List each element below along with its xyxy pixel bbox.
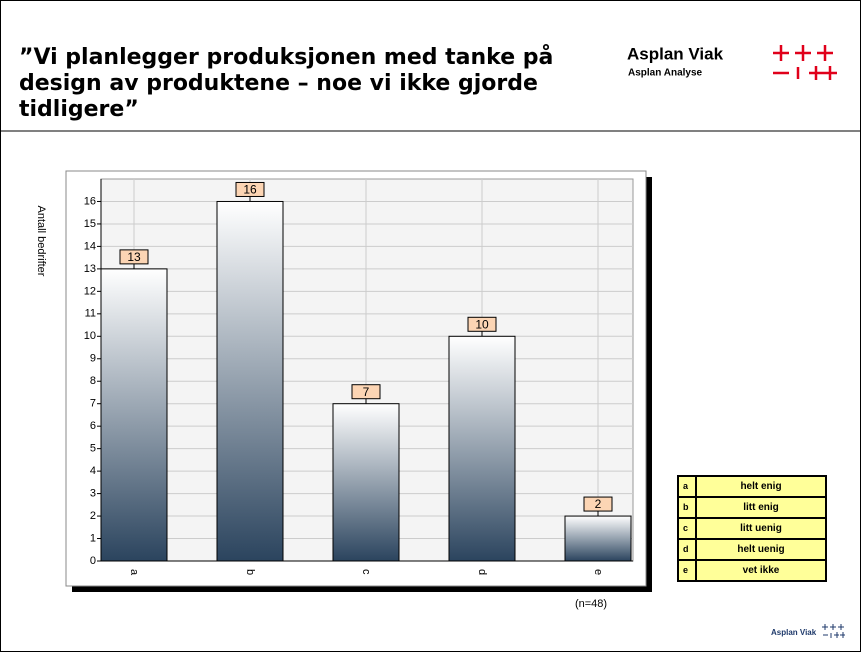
value-label-box [467,316,497,332]
y-tick-label: 1 [90,532,96,544]
y-tick-label: 11 [85,308,96,320]
legend-label-cell [697,561,825,580]
value-label: 16 [243,183,257,197]
value-label-box [351,384,381,400]
title-line: ”Vi planlegger produksjonen med tanke på [19,45,554,70]
legend-key-cell [679,498,695,517]
y-tick-label: 16 [84,195,96,207]
y-tick-label: 12 [84,285,96,297]
legend-label-cell [697,477,825,496]
value-label-box [235,181,265,197]
legend-key-cell [679,519,695,538]
footer-logo-name: Asplan Viak [771,628,817,637]
legend-key-cell [679,477,695,496]
y-tick-label: 7 [90,398,96,410]
y-tick-label: 0 [90,555,96,567]
y-axis-label: Antall bedrifter [35,206,47,277]
legend-key-cell [679,540,695,559]
legend-label-cell [697,498,825,517]
legend-label: vet ikke [743,565,780,576]
footer-logo-crosses [822,624,845,638]
x-tick-label: e [592,569,604,575]
bar [448,335,516,562]
x-tick-label: b [244,569,256,575]
y-tick-label: 13 [84,263,96,275]
legend-label: helt uenig [737,544,784,555]
y-tick-label: 4 [90,465,96,477]
sample-note: (n=48) [575,598,607,610]
value-label-box [583,496,613,512]
logo-crosses [773,45,837,80]
value-label: 13 [127,250,141,264]
title-line: design av produktene – noe vi ikke gjord… [19,71,538,96]
y-tick-label: 14 [84,240,96,252]
y-tick-label: 8 [90,375,96,387]
y-tick-label: 15 [84,218,96,230]
slide-title: ”Vi planlegger produksjonen med tanke på… [19,45,553,123]
value-label-box [119,249,149,265]
logo-name: Asplan Viak [627,44,724,63]
x-tick-label: d [476,569,488,575]
bar [332,403,400,562]
y-tick-label: 9 [90,353,96,365]
bar [564,515,632,562]
y-tick-label: 5 [90,443,96,455]
legend-label-cell [697,540,825,559]
title-line: tidligere” [19,97,139,122]
logo-subtitle: Asplan Analyse [628,68,703,79]
value-label: 2 [595,497,602,511]
value-label: 7 [363,385,370,399]
legend-label: litt uenig [740,523,782,534]
bar [216,200,284,562]
legend-label-cell [697,519,825,538]
value-label: 10 [475,317,489,331]
legend-key: e [683,565,688,575]
x-tick-label: c [360,569,372,575]
y-tick-label: 10 [84,330,96,342]
x-tick-label: a [128,569,140,576]
legend-key: b [683,502,689,512]
legend-label: helt enig [740,481,781,492]
legend-key-cell [679,561,695,580]
legend-label: litt enig [743,502,779,513]
legend-key: c [683,523,688,533]
y-tick-label: 3 [90,487,96,499]
bar [100,268,168,562]
legend-key: d [683,544,689,554]
y-tick-label: 6 [90,420,96,432]
legend-key: a [683,481,689,491]
y-tick-label: 2 [90,510,96,522]
